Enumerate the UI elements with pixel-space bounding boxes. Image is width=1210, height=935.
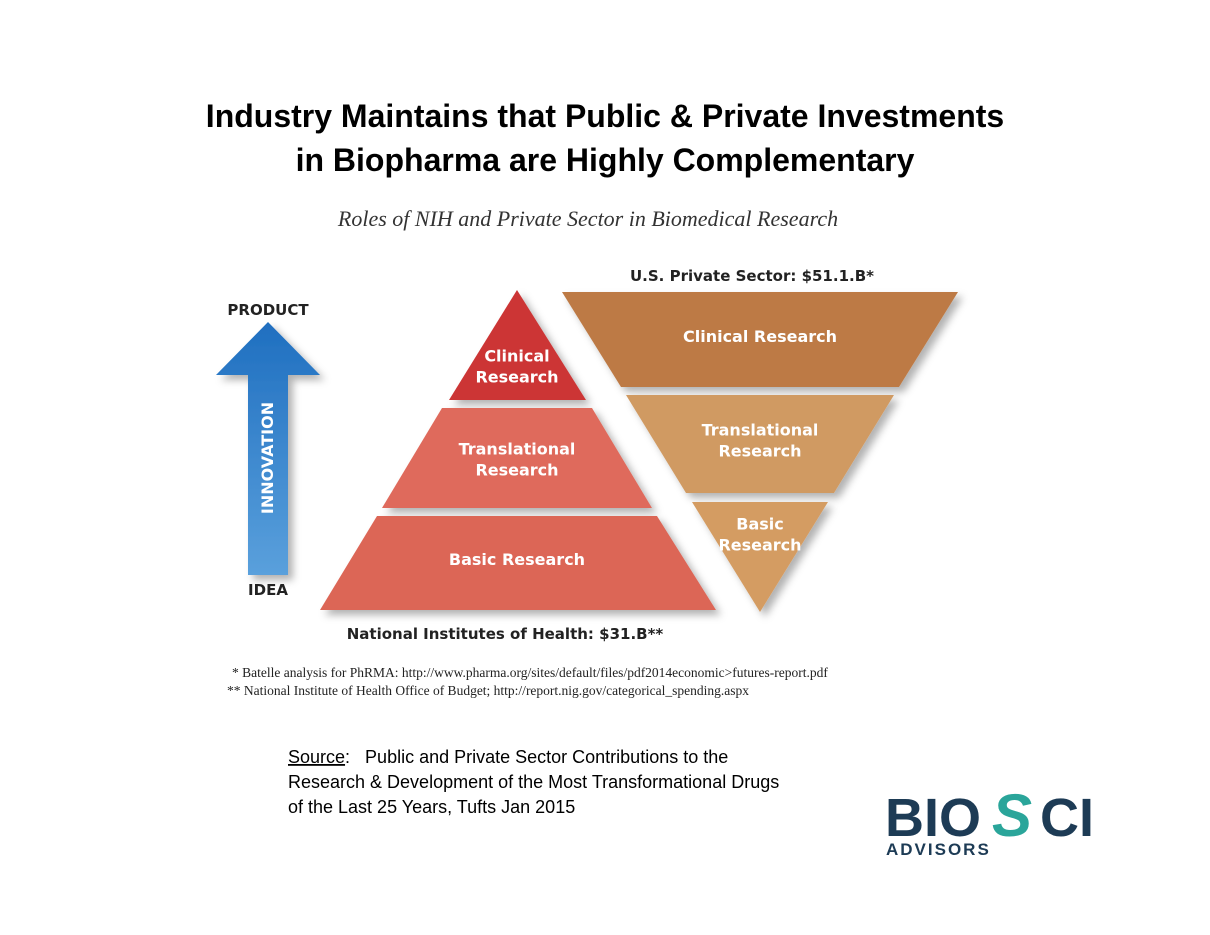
footnote: ** National Institute of Health Office o…	[227, 683, 749, 698]
layer-label-line: Translational	[459, 440, 576, 459]
arrow-top: PRODUCT	[227, 301, 309, 319]
layer-label-line: Basic Research	[449, 550, 585, 569]
source-line: Research & Development of the Most Trans…	[288, 772, 779, 792]
layer-label-line: Research	[475, 368, 558, 387]
source-line: Source: Public and Private Sector Contri…	[288, 747, 728, 767]
layer-label-line: Research	[718, 442, 801, 461]
layer	[382, 408, 652, 508]
arrow	[216, 322, 320, 575]
layer-label: Clinical Research	[683, 327, 837, 346]
private-pyramid	[562, 292, 958, 612]
layer-label-line: Translational	[702, 421, 819, 440]
layer	[320, 516, 716, 610]
layer-label-line: Research	[718, 536, 801, 555]
layer-label: Basic Research	[718, 515, 801, 555]
nih-pyramid	[320, 290, 716, 610]
subtitle: Roles of NIH and Private Sector in Biome…	[337, 206, 838, 231]
source-label: Source	[288, 747, 345, 767]
footnote: * Batelle analysis for PhRMA: http://www…	[232, 665, 828, 680]
arrow-shape	[216, 322, 320, 575]
layer-label-line: Basic	[736, 515, 783, 534]
private-caption: U.S. Private Sector: $51.1.B*	[630, 267, 874, 285]
layer-label-line: Research	[475, 461, 558, 480]
source-text: : Public and Private Sector Contribution…	[345, 747, 728, 767]
layer-label: Basic Research	[449, 550, 585, 569]
layer-label: Clinical Research	[475, 347, 558, 387]
layer-label: Translational Research	[459, 440, 576, 480]
arrow-label: INNOVATION	[258, 402, 277, 514]
layer	[449, 290, 586, 400]
logo-tagline: ADVISORS	[886, 840, 991, 859]
layer	[626, 395, 894, 493]
layer	[562, 292, 958, 387]
layer-label: Translational Research	[702, 421, 819, 461]
logo-part: CI	[1040, 788, 1094, 848]
logo-part: BIO	[885, 788, 981, 848]
title-line: in Biopharma are Highly Complementary	[296, 142, 915, 178]
arrow-bottom: IDEA	[248, 581, 288, 599]
logo-part: S	[992, 782, 1032, 849]
layer	[692, 502, 828, 612]
layer-label-line: Clinical	[484, 347, 549, 366]
layer-label-line: Clinical Research	[683, 327, 837, 346]
nih-caption: National Institutes of Health: $31.B**	[347, 625, 664, 643]
source-line: of the Last 25 Years, Tufts Jan 2015	[288, 797, 575, 817]
title-line: Industry Maintains that Public & Private…	[206, 98, 1004, 134]
